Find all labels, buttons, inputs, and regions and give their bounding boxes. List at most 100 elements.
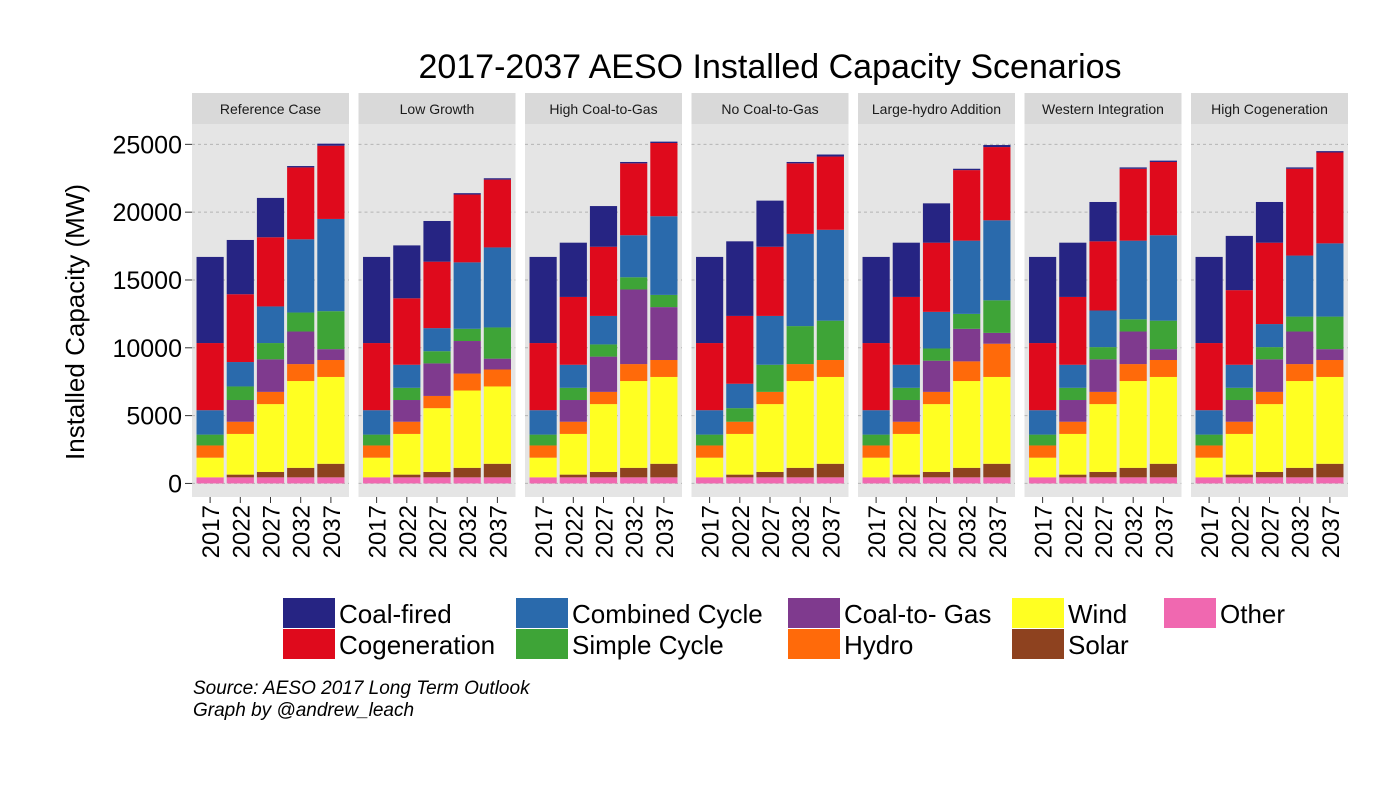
x-tick-label: 2022 [395, 505, 422, 558]
bar-segment-cogeneration [1286, 168, 1314, 256]
x-tick-label: 2037 [319, 505, 346, 558]
bar-segment-coal-to-gas [589, 356, 618, 392]
x-tick-label: 2022 [728, 505, 755, 558]
bar-segment-simple-cycle [1286, 316, 1314, 332]
bar-segment-simple-cycle [529, 434, 557, 446]
panel-high-cogeneration: High Cogeneration 2017 2022 2027 2032 2037 [1191, 93, 1348, 558]
bar-segment-hydro [786, 364, 814, 382]
bar-segment-cogeneration [922, 242, 951, 312]
bar-segment-coal-to-gas [423, 363, 451, 396]
bar-segment-coal-to-gas [559, 400, 587, 422]
facet-strip-label: High Cogeneration [1211, 101, 1328, 117]
bar-segment-hydro [756, 391, 784, 405]
source-text: Source: AESO 2017 Long Term Outlook [193, 678, 530, 699]
bar-segment-wind [892, 433, 920, 475]
bar-segment-coal-to-gas [953, 328, 981, 362]
bar-segment-solar [287, 467, 315, 478]
bar-segment-other [953, 477, 981, 484]
facet-strip-label: Reference Case [220, 101, 321, 117]
bar-segment-combined-cycle [483, 247, 511, 328]
bar-segment-coal-fired [816, 154, 844, 157]
bar-segment-solar [922, 471, 951, 478]
credit-text: Graph by @andrew_leach [193, 700, 415, 721]
bar-segment-cogeneration [1225, 290, 1253, 365]
y-axis: 0 5000 10000 15000 20000 25000 [112, 131, 192, 498]
bar-segment-combined-cycle [892, 364, 920, 388]
bar-segment-coal-fired [1029, 256, 1057, 344]
bar-segment-simple-cycle [786, 326, 814, 365]
x-tick-label: 2022 [1227, 505, 1254, 558]
bar-segment-other [453, 477, 481, 484]
bar-segment-solar [226, 474, 254, 478]
bar-segment-coal-fired [1149, 160, 1177, 162]
bar-segment-wind [559, 433, 587, 475]
x-tick-label: 2022 [1061, 505, 1088, 558]
x-tick-label: 2037 [485, 505, 512, 558]
bar-segment-other [423, 477, 451, 484]
bar-segment-simple-cycle [256, 343, 285, 360]
bar-segment-solar [393, 474, 421, 478]
bar-segment-hydro [1059, 421, 1087, 434]
bar-segment-hydro [317, 360, 345, 377]
bar-segment-simple-cycle [1119, 319, 1147, 332]
bar-segment-coal-fired [589, 206, 618, 247]
bar-segment-combined-cycle [786, 233, 814, 327]
bar-segment-coal-fired [786, 161, 814, 164]
legend-swatch [516, 629, 568, 659]
legend-item-simple-cycle: Simple Cycle [516, 629, 724, 660]
bar-segment-simple-cycle [226, 386, 254, 401]
bar-segment-hydro [423, 395, 451, 409]
legend-swatch [516, 598, 568, 628]
bar-segment-simple-cycle [1029, 434, 1057, 446]
bar-segment-simple-cycle [1195, 434, 1223, 446]
bar-segment-simple-cycle [363, 434, 391, 446]
bar-segment-cogeneration [1029, 343, 1057, 411]
bar-segment-combined-cycle [1029, 410, 1057, 435]
bar-segment-hydro [393, 421, 421, 434]
bar-segment-simple-cycle [892, 387, 920, 401]
bar-segment-coal-to-gas [983, 332, 1011, 344]
legend-swatch [283, 629, 335, 659]
bar-segment-other [559, 477, 587, 484]
bar-segment-wind [726, 433, 754, 475]
facet-strip [192, 93, 349, 124]
bar-segment-solar [650, 463, 678, 478]
bar-segment-simple-cycle [453, 328, 481, 342]
bar-segment-hydro [1119, 364, 1147, 382]
bar-segment-coal-to-gas [650, 307, 678, 361]
bar-segment-cogeneration [317, 145, 345, 219]
legend-label: Cogeneration [339, 630, 495, 660]
bar-segment-wind [287, 381, 315, 468]
panel-western-integration: Western Integration 2017 2022 2027 2032 2037 [1024, 93, 1182, 558]
bar-segment-other [1316, 477, 1344, 484]
bar-segment-other [892, 477, 920, 484]
bar-segment-solar [756, 471, 784, 478]
bar-segment-wind [589, 404, 618, 472]
x-tick-label: 2027 [259, 505, 286, 558]
x-tick-label: 2027 [1091, 505, 1118, 558]
legend-swatch [1012, 598, 1064, 628]
bar-segment-cogeneration [1316, 152, 1344, 244]
x-tick-label: 2017 [531, 505, 558, 558]
bar-segment-hydro [1255, 391, 1284, 405]
bar-segment-solar [983, 463, 1011, 478]
bar-segment-coal-to-gas [1059, 400, 1087, 422]
bar-segment-cogeneration [892, 296, 920, 365]
bar-segment-simple-cycle [1225, 387, 1253, 401]
bar-segment-wind [363, 457, 391, 478]
bar-segment-coal-fired [256, 197, 285, 238]
bar-segment-simple-cycle [1059, 387, 1087, 401]
bar-segment-simple-cycle [620, 277, 648, 290]
bar-segment-other [287, 477, 315, 484]
facet-strip [358, 93, 516, 124]
bar-segment-coal-to-gas [1255, 359, 1284, 392]
y-tick-label: 10000 [112, 335, 182, 363]
bar-segment-coal-to-gas [1089, 359, 1117, 392]
facet-strip-label: High Coal-to-Gas [549, 101, 657, 117]
bar-segment-cogeneration [786, 163, 814, 234]
x-tick-label: 2037 [1318, 505, 1345, 558]
x-tick-label: 2032 [289, 505, 316, 558]
bar-segment-wind [393, 433, 421, 475]
x-tick-label: 2032 [622, 505, 649, 558]
